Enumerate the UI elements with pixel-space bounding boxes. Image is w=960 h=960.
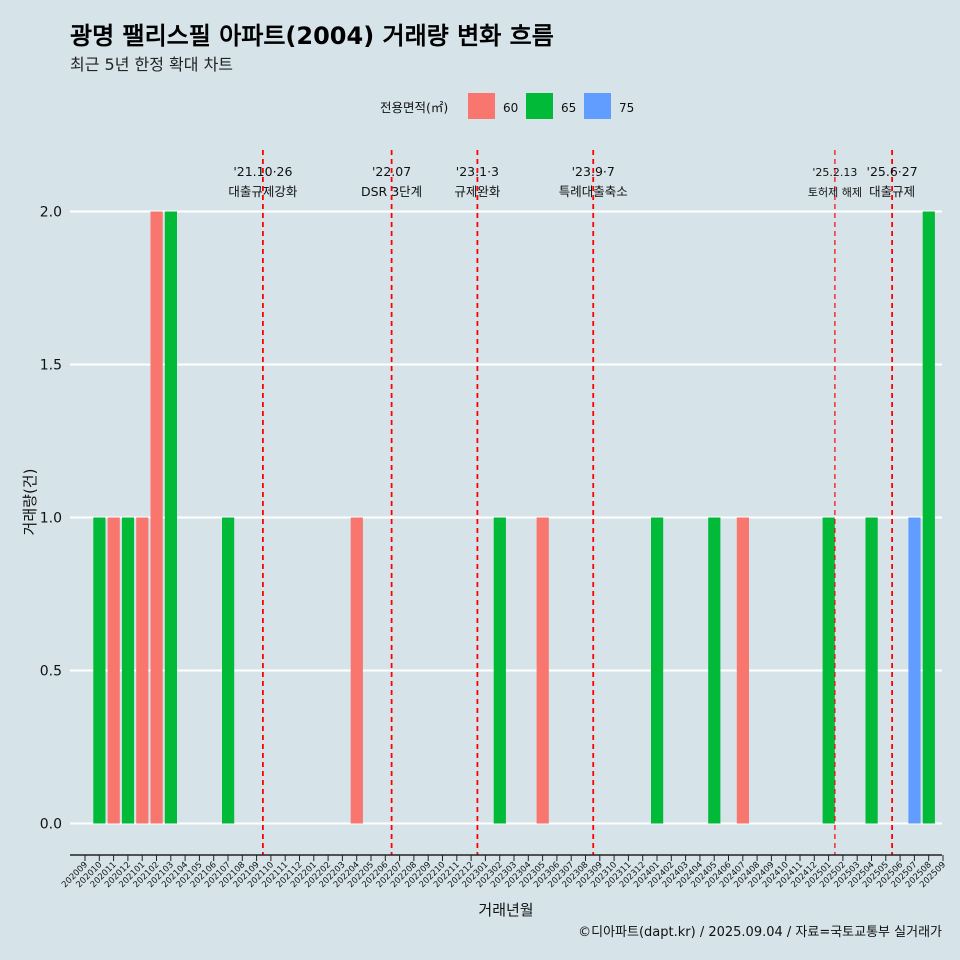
bar-65-202405 bbox=[708, 517, 721, 824]
chart-title: 광명 팰리스필 아파트(2004) 거래량 변화 흐름 bbox=[70, 22, 554, 50]
bar-60-202407 bbox=[736, 517, 749, 824]
bar-65-202508 bbox=[922, 211, 935, 824]
event-date: '25.2.13 bbox=[812, 166, 857, 179]
caption: ©디아파트(dapt.kr) / 2025.09.04 / 자료=국토교통부 실… bbox=[578, 925, 942, 940]
y-tick-label: 1.0 bbox=[40, 511, 62, 527]
event-label: 규제완화 bbox=[454, 184, 501, 199]
event-markers: '21.10·26 대출규제강화 '22.07 DSR 3단계 '23.1·3 규제완화 '… bbox=[228, 150, 918, 855]
grid-lines bbox=[70, 210, 942, 825]
bar-65-202107 bbox=[222, 517, 235, 824]
event-label: DSR 3단계 bbox=[361, 184, 422, 199]
bar-60-202305 bbox=[536, 517, 549, 824]
event-date: '25.6·27 bbox=[867, 164, 918, 179]
bar-75-202507 bbox=[908, 517, 921, 824]
bar-60-202204 bbox=[350, 517, 363, 824]
bar-60-202011 bbox=[107, 517, 120, 824]
event-date: '22.07 bbox=[372, 164, 411, 179]
bar-65-202401 bbox=[651, 517, 664, 824]
event-label: 토허제 해제 bbox=[808, 185, 862, 199]
y-axis-label: 거래량(건) bbox=[21, 469, 39, 536]
bar-60-202102 bbox=[150, 211, 163, 824]
event-date: '23.1·3 bbox=[456, 164, 499, 179]
event-label: 특례대출축소 bbox=[559, 184, 628, 199]
bar-65-202302 bbox=[493, 517, 506, 824]
y-axis: 0.0 0.5 1.0 1.5 2.0 bbox=[40, 205, 62, 833]
chart-subtitle: 최근 5년 한정 확대 차트 bbox=[70, 55, 233, 74]
y-tick-label: 2.0 bbox=[40, 205, 62, 221]
legend-label-65: 65 bbox=[561, 101, 576, 115]
y-tick-label: 0.0 bbox=[40, 817, 62, 833]
event-date: '21.10·26 bbox=[233, 164, 292, 179]
bar-65-202504 bbox=[865, 517, 878, 824]
y-tick-label: 1.5 bbox=[40, 358, 62, 374]
x-axis: 2020092020102020112020122021012021022021… bbox=[60, 854, 948, 890]
event-label: 대출규제강화 bbox=[228, 184, 298, 199]
legend-label-60: 60 bbox=[503, 101, 518, 115]
legend-swatch-75 bbox=[584, 93, 611, 119]
legend-swatch-65 bbox=[526, 93, 553, 119]
x-axis-label: 거래년월 bbox=[478, 901, 533, 919]
legend-swatch-60 bbox=[468, 93, 495, 119]
legend: 전용면적(㎡) 60 65 75 bbox=[380, 93, 634, 119]
event-label: 대출규제 bbox=[869, 184, 915, 199]
bar-60-202101 bbox=[136, 517, 149, 824]
event-date: '23.9·7 bbox=[572, 164, 615, 179]
bar-65-202103 bbox=[164, 211, 177, 824]
legend-label-75: 75 bbox=[619, 101, 634, 115]
bar-65-202012 bbox=[121, 517, 135, 824]
y-tick-label: 0.5 bbox=[40, 664, 62, 680]
bar-65-202501 bbox=[822, 517, 835, 824]
bars bbox=[93, 211, 935, 824]
legend-title: 전용면적(㎡) bbox=[380, 100, 448, 115]
bar-65-202010 bbox=[93, 517, 106, 824]
